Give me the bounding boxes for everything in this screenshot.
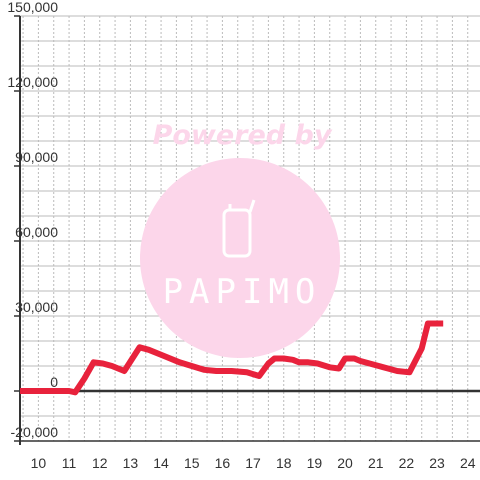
y-tick-labels: -20,000 0 30,000 60,000 90,000 120,000 150,000 — [7, 0, 58, 440]
x-tick-label: 15 — [184, 455, 200, 471]
watermark-circle — [140, 158, 340, 358]
series-line — [20, 320, 444, 396]
x-tick-label: 14 — [153, 455, 169, 471]
watermark-text: Powered by — [153, 120, 333, 151]
y-tick-label: 0 — [50, 374, 58, 390]
x-tick-labels: 10 11 12 13 14 15 16 17 18 19 20 21 22 23 24 — [31, 455, 476, 471]
axes — [14, 15, 480, 445]
x-tick-label: 12 — [92, 455, 108, 471]
x-tick-label: 16 — [215, 455, 231, 471]
x-tick-label: 13 — [123, 455, 139, 471]
x-tick-label: 24 — [460, 455, 476, 471]
x-tick-label: 22 — [399, 455, 415, 471]
x-tick-label: 17 — [245, 455, 261, 471]
x-tick-label: 20 — [337, 455, 353, 471]
watermark-brand: PAPIMO — [163, 272, 322, 312]
x-tick-label: 23 — [429, 455, 445, 471]
y-tick-label: 120,000 — [7, 74, 58, 90]
series-layer — [20, 320, 444, 396]
x-tick-label: 10 — [31, 455, 47, 471]
y-tick-label: 150,000 — [7, 0, 58, 15]
y-tick-label: 60,000 — [15, 224, 58, 240]
y-tick-label: 90,000 — [15, 149, 58, 165]
x-tick-label: 21 — [368, 455, 384, 471]
y-tick-label: -20,000 — [11, 424, 59, 440]
x-tick-label: 18 — [276, 455, 292, 471]
x-tick-label: 19 — [307, 455, 323, 471]
phone-icon — [222, 199, 256, 258]
y-tick-label: 30,000 — [15, 299, 58, 315]
x-tick-label: 11 — [62, 455, 77, 471]
watermark: Powered by PAPIMO — [140, 120, 340, 358]
